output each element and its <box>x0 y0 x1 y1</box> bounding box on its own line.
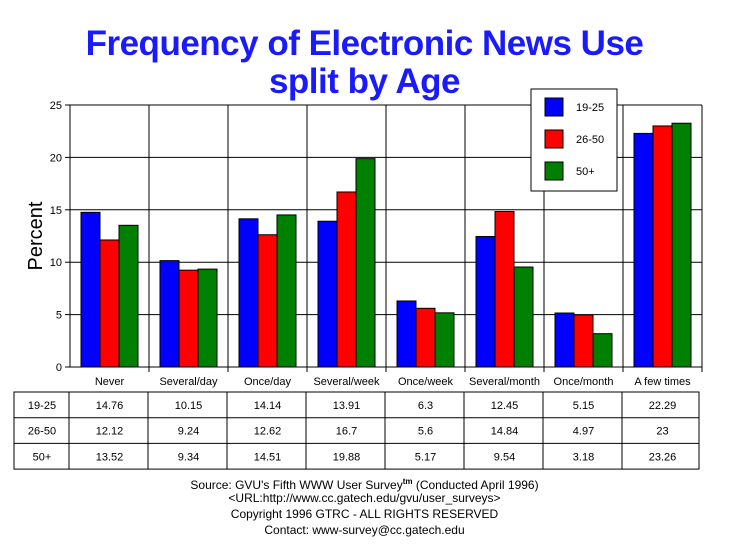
table-cell: 9.34 <box>178 451 199 463</box>
legend-swatch-50+ <box>544 161 564 181</box>
data-table-border <box>13 391 700 470</box>
table-cell: 14.76 <box>96 400 124 412</box>
legend-swatch-26-50 <box>544 129 564 149</box>
bar-19-25-3 <box>317 220 338 368</box>
bar-26-50-7 <box>652 125 673 368</box>
chart-title: Frequency of Electronic News Use <box>85 24 644 63</box>
table-cell: 19.88 <box>333 451 361 463</box>
legend-label: 19-25 <box>576 102 604 114</box>
y-tick-label: 25 <box>50 100 62 112</box>
table-cell: 12.62 <box>254 426 282 438</box>
table-cell: 16.7 <box>336 426 357 438</box>
bar-50+-2 <box>276 214 297 368</box>
bar-50+-7 <box>671 122 692 368</box>
table-cell: 12.12 <box>96 426 124 438</box>
table-cell: 22.29 <box>649 400 677 412</box>
footer-contact: Contact: www-survey@cc.gatech.edu <box>264 523 465 537</box>
footer-tm: tm <box>402 477 413 486</box>
table-cell: 12.45 <box>491 400 519 412</box>
table-cell: 3.18 <box>573 451 594 463</box>
table-cell: 23 <box>656 426 668 438</box>
table-row-label: 50+ <box>33 451 52 463</box>
x-tick-label: Once/week <box>398 376 454 388</box>
table-cell: 5.17 <box>415 451 436 463</box>
bar-19-25-4 <box>396 300 417 368</box>
bar-26-50-2 <box>257 234 278 368</box>
bar-19-25-6 <box>554 312 575 368</box>
y-axis-label: Percent <box>25 201 47 270</box>
table-cell: 13.91 <box>333 400 361 412</box>
x-tick-label: Once/day <box>244 376 292 388</box>
bar-50+-3 <box>355 158 376 368</box>
footer-url: <URL:http://www.cc.gatech.edu/gvu/user_s… <box>228 491 501 505</box>
table-cell: 5.15 <box>573 400 594 412</box>
bar-50+-5 <box>513 266 534 368</box>
table-cell: 5.6 <box>418 426 433 438</box>
table-cell: 10.15 <box>175 400 203 412</box>
chart-subtitle: split by Age <box>268 62 461 101</box>
table-row-label: 19-25 <box>28 400 56 412</box>
bar-26-50-3 <box>336 191 357 368</box>
bar-19-25-7 <box>633 132 654 368</box>
table-cell: 9.54 <box>494 451 515 463</box>
legend-swatch-19-25 <box>544 97 564 117</box>
bar-26-50-6 <box>573 314 594 368</box>
x-tick-label: A few times <box>634 376 691 388</box>
footer-source-text: Source: GVU's Fifth WWW User Survey <box>190 478 403 492</box>
x-tick-label: Several/month <box>469 376 540 388</box>
table-cell: 14.51 <box>254 451 282 463</box>
bar-19-25-1 <box>159 260 180 368</box>
y-tick-label: 20 <box>50 152 62 164</box>
footer-copyright: Copyright 1996 GTRC - ALL RIGHTS RESERVE… <box>230 507 499 521</box>
x-tick-label: Once/month <box>554 376 614 388</box>
x-tick-label: Several/day <box>159 376 218 388</box>
bar-26-50-1 <box>178 269 199 368</box>
y-tick-label: 15 <box>50 205 62 217</box>
table-cell: 14.84 <box>491 426 519 438</box>
bar-50+-0 <box>118 224 139 368</box>
y-tick-label: 10 <box>50 257 62 269</box>
table-cell: 6.3 <box>418 400 433 412</box>
bar-26-50-5 <box>494 210 515 368</box>
table-cell: 14.14 <box>254 400 282 412</box>
bar-19-25-0 <box>80 211 101 368</box>
table-cell: 4.97 <box>573 426 594 438</box>
y-tick-label: 0 <box>56 362 62 374</box>
footer-source: Source: GVU's Fifth WWW User Surveytm (C… <box>0 477 729 492</box>
table-cell: 23.26 <box>649 451 677 463</box>
x-tick-label: Never <box>95 376 125 388</box>
table-cell: 9.24 <box>178 426 199 438</box>
legend-label: 50+ <box>576 166 595 178</box>
bar-26-50-4 <box>415 307 436 368</box>
bar-50+-1 <box>197 268 218 368</box>
bar-50+-4 <box>434 312 455 368</box>
table-row-label: 26-50 <box>28 426 56 438</box>
bar-26-50-0 <box>99 239 120 368</box>
bar-19-25-2 <box>238 218 259 368</box>
table-cell: 13.52 <box>96 451 124 463</box>
x-tick-label: Several/week <box>313 376 380 388</box>
y-tick-label: 5 <box>56 310 62 322</box>
footer-conducted: (Conducted April 1996) <box>412 478 539 492</box>
legend-label: 26-50 <box>576 134 604 146</box>
bar-50+-6 <box>592 333 613 368</box>
bar-19-25-5 <box>475 236 496 368</box>
